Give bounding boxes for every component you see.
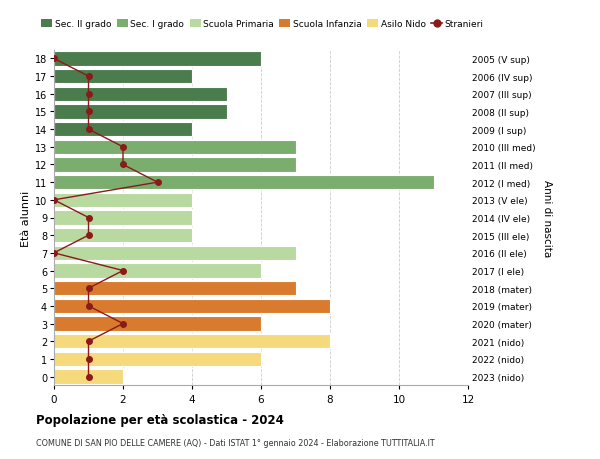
Bar (54, 299, 330, 313)
Bar (54, 229, 192, 243)
Bar (54, 70, 192, 84)
Bar (54, 158, 296, 172)
Legend: Sec. II grado, Sec. I grado, Scuola Primaria, Scuola Infanzia, Asilo Nido, Stran: Sec. II grado, Sec. I grado, Scuola Prim… (38, 17, 487, 33)
Bar (54, 281, 296, 296)
Bar (54, 369, 123, 384)
Text: Popolazione per età scolastica - 2024: Popolazione per età scolastica - 2024 (36, 413, 284, 426)
Bar (54, 317, 261, 331)
Bar (54, 175, 433, 190)
Y-axis label: Età alunni: Età alunni (20, 190, 31, 246)
Y-axis label: Anni di nascita: Anni di nascita (542, 179, 553, 257)
Bar (54, 87, 227, 102)
Bar (54, 52, 261, 67)
Bar (54, 264, 261, 278)
Bar (54, 211, 192, 225)
Bar (54, 334, 330, 349)
Bar (54, 140, 296, 155)
Bar (54, 123, 192, 137)
Bar (54, 105, 227, 119)
Text: COMUNE DI SAN PIO DELLE CAMERE (AQ) - Dati ISTAT 1° gennaio 2024 - Elaborazione : COMUNE DI SAN PIO DELLE CAMERE (AQ) - Da… (36, 438, 434, 448)
Bar (54, 352, 261, 366)
Bar (54, 193, 192, 207)
Bar (54, 246, 296, 261)
